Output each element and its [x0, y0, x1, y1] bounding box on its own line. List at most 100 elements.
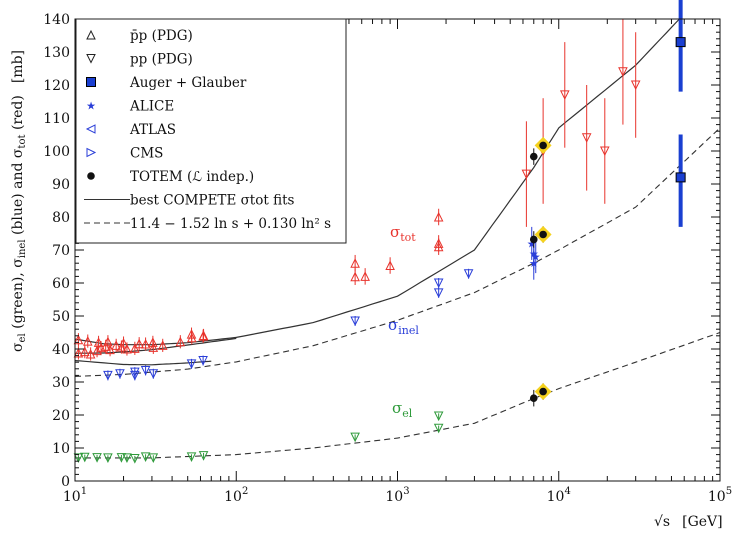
data-point	[140, 452, 151, 463]
annotation-sigma-inel: σinel	[388, 316, 419, 337]
data-point	[92, 345, 102, 356]
y-tick-label: 100	[43, 144, 70, 160]
annotation-sigma-tot: σtot	[390, 223, 416, 244]
fit-curve	[74, 360, 212, 366]
legend-label: pp (PDG)	[130, 52, 193, 68]
legend-label: 11.4 − 1.52 ln s + 0.130 ln² s	[130, 216, 331, 232]
fit-curve	[75, 331, 721, 459]
data-point	[521, 169, 532, 180]
data-point	[360, 271, 370, 281]
totem-point	[539, 387, 547, 396]
data-point	[198, 330, 209, 340]
y-tick-label: 20	[52, 408, 70, 424]
data-point	[599, 146, 610, 157]
data-point	[618, 67, 628, 77]
y-tick-label: 60	[52, 276, 70, 292]
data-point	[385, 260, 395, 271]
data-point	[186, 359, 197, 369]
x-tick-label: 104	[547, 486, 571, 505]
y-tick-label: 130	[43, 45, 70, 61]
data-point	[140, 338, 151, 349]
y-tick-label: 80	[52, 210, 70, 226]
data-point	[116, 453, 127, 463]
legend-marker	[86, 54, 96, 64]
data-points: ★★★★	[73, 0, 686, 464]
data-point	[433, 241, 444, 252]
data-point	[198, 356, 208, 366]
data-point	[93, 337, 104, 347]
data-point	[73, 347, 84, 358]
totem-point	[539, 141, 547, 150]
legend: p̄p (PDG) pp (PDG) Auger + Glauber ★ ALICE AT…	[75, 18, 347, 244]
legend-label: ATLAS	[129, 122, 176, 138]
legend-box	[75, 18, 347, 244]
totem-point	[539, 230, 547, 239]
data-point	[118, 337, 129, 348]
data-point	[581, 133, 592, 143]
y-tick-label: 10	[52, 441, 70, 457]
legend-marker	[86, 147, 97, 158]
legend-marker	[87, 172, 95, 180]
data-point	[175, 336, 186, 347]
legend-label: Auger + Glauber	[129, 75, 247, 91]
legend-marker: ★	[86, 100, 96, 113]
data-point	[186, 452, 197, 463]
y-tick-label: 90	[52, 177, 70, 193]
y-tick-label: 70	[52, 243, 70, 259]
fit-curve	[74, 127, 721, 377]
x-tick-label: 105	[708, 486, 732, 505]
data-point	[186, 329, 197, 339]
data-point	[433, 411, 444, 422]
data-point	[103, 453, 113, 464]
data-point	[130, 367, 140, 378]
data-point	[130, 370, 140, 381]
data-point	[140, 365, 151, 376]
data-point	[148, 342, 159, 352]
data-point	[350, 432, 360, 443]
data-point	[73, 453, 84, 464]
data-point	[92, 453, 102, 463]
x-axis-title: √s [GeV]	[654, 514, 723, 530]
legend-marker	[86, 29, 96, 40]
data-point	[350, 258, 360, 268]
data-point	[433, 211, 444, 222]
x-tick-label: 103	[385, 486, 409, 505]
data-point	[79, 346, 90, 357]
x-tick-label: 101	[63, 486, 87, 505]
data-point	[559, 90, 570, 101]
axes: 0 10 20 30 40 50 60 70 80 90 100 110 120 130 140 101 102…	[43, 12, 732, 505]
data-point	[130, 454, 140, 464]
data-point	[350, 271, 360, 282]
data-point	[122, 343, 132, 354]
data-point	[433, 423, 444, 434]
data-point	[529, 152, 538, 161]
legend-label: TOTEM (ℒ indep.)	[130, 169, 254, 185]
data-point	[111, 340, 121, 350]
y-tick-label: 30	[52, 375, 70, 391]
y-axis-title: σel (green), σinel (blue) and σtot (red)…	[10, 50, 28, 352]
legend-marker	[86, 77, 96, 87]
data-point	[433, 278, 444, 289]
y-tick-label: 0	[61, 474, 70, 490]
data-point	[675, 172, 686, 183]
data-point: ★	[529, 257, 539, 270]
data-point	[122, 453, 132, 464]
data-point: ★	[531, 251, 541, 264]
data-point	[350, 316, 360, 327]
data-point	[529, 394, 538, 402]
data-point	[157, 340, 168, 350]
data-point	[115, 369, 125, 379]
annotation-sigma-el: σel	[392, 399, 413, 420]
legend-label: ALICE	[129, 99, 174, 115]
data-point	[529, 235, 538, 244]
data-point	[103, 336, 113, 347]
data-point	[148, 453, 159, 464]
y-tick-label: 50	[52, 309, 70, 325]
data-point	[134, 338, 144, 349]
y-tick-label: 140	[43, 12, 70, 28]
data-point	[82, 335, 93, 346]
y-tick-label: 110	[43, 111, 70, 127]
data-point	[73, 334, 84, 345]
legend-label: best COMPETE σtot fits	[130, 193, 294, 209]
